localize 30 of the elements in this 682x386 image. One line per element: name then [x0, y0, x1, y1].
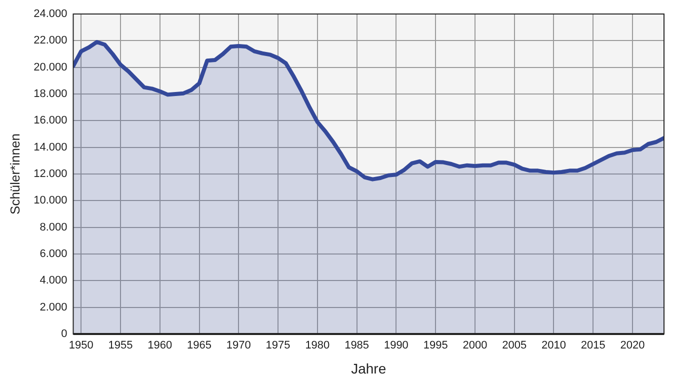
x-tick-label: 2005 [502, 340, 527, 352]
x-tick-label: 1955 [108, 340, 133, 352]
x-tick-label: 2015 [580, 340, 606, 352]
x-tick-label: 1980 [305, 340, 330, 352]
y-tick-label: 16.000 [34, 114, 68, 127]
y-tick-label: 20.000 [34, 61, 68, 74]
x-tick-label: 2010 [541, 340, 566, 352]
y-axis-title: Schüler*innen [7, 134, 22, 214]
y-tick-label: 4.000 [40, 274, 68, 287]
x-axis-title: Jahre [351, 360, 386, 376]
y-tick-label: 6.000 [40, 248, 68, 260]
y-tick-label: 10.000 [34, 194, 68, 207]
x-tick-label: 1970 [226, 340, 251, 352]
x-tick-label: 1975 [266, 340, 290, 352]
y-tick-label: 8.000 [40, 221, 68, 234]
x-tick-label: 1995 [423, 340, 448, 352]
y-tick-label: 22.000 [34, 34, 68, 47]
y-tick-label: 2.000 [40, 301, 68, 314]
x-tick-label: 1990 [384, 340, 408, 352]
y-tick-label: 0 [61, 328, 68, 340]
y-tick-label: 14.000 [34, 141, 68, 154]
x-tick-label: 2000 [462, 340, 488, 352]
y-tick-label: 24.000 [34, 8, 68, 20]
y-tick-label: 18.000 [34, 88, 68, 100]
x-tick-label: 1985 [344, 340, 370, 352]
x-tick-label: 1960 [148, 340, 172, 352]
y-tick-label: 12.000 [34, 168, 68, 180]
x-tick-label: 1950 [68, 340, 94, 352]
x-tick-label: 2020 [620, 340, 645, 352]
x-tick-label: 1965 [187, 340, 212, 352]
